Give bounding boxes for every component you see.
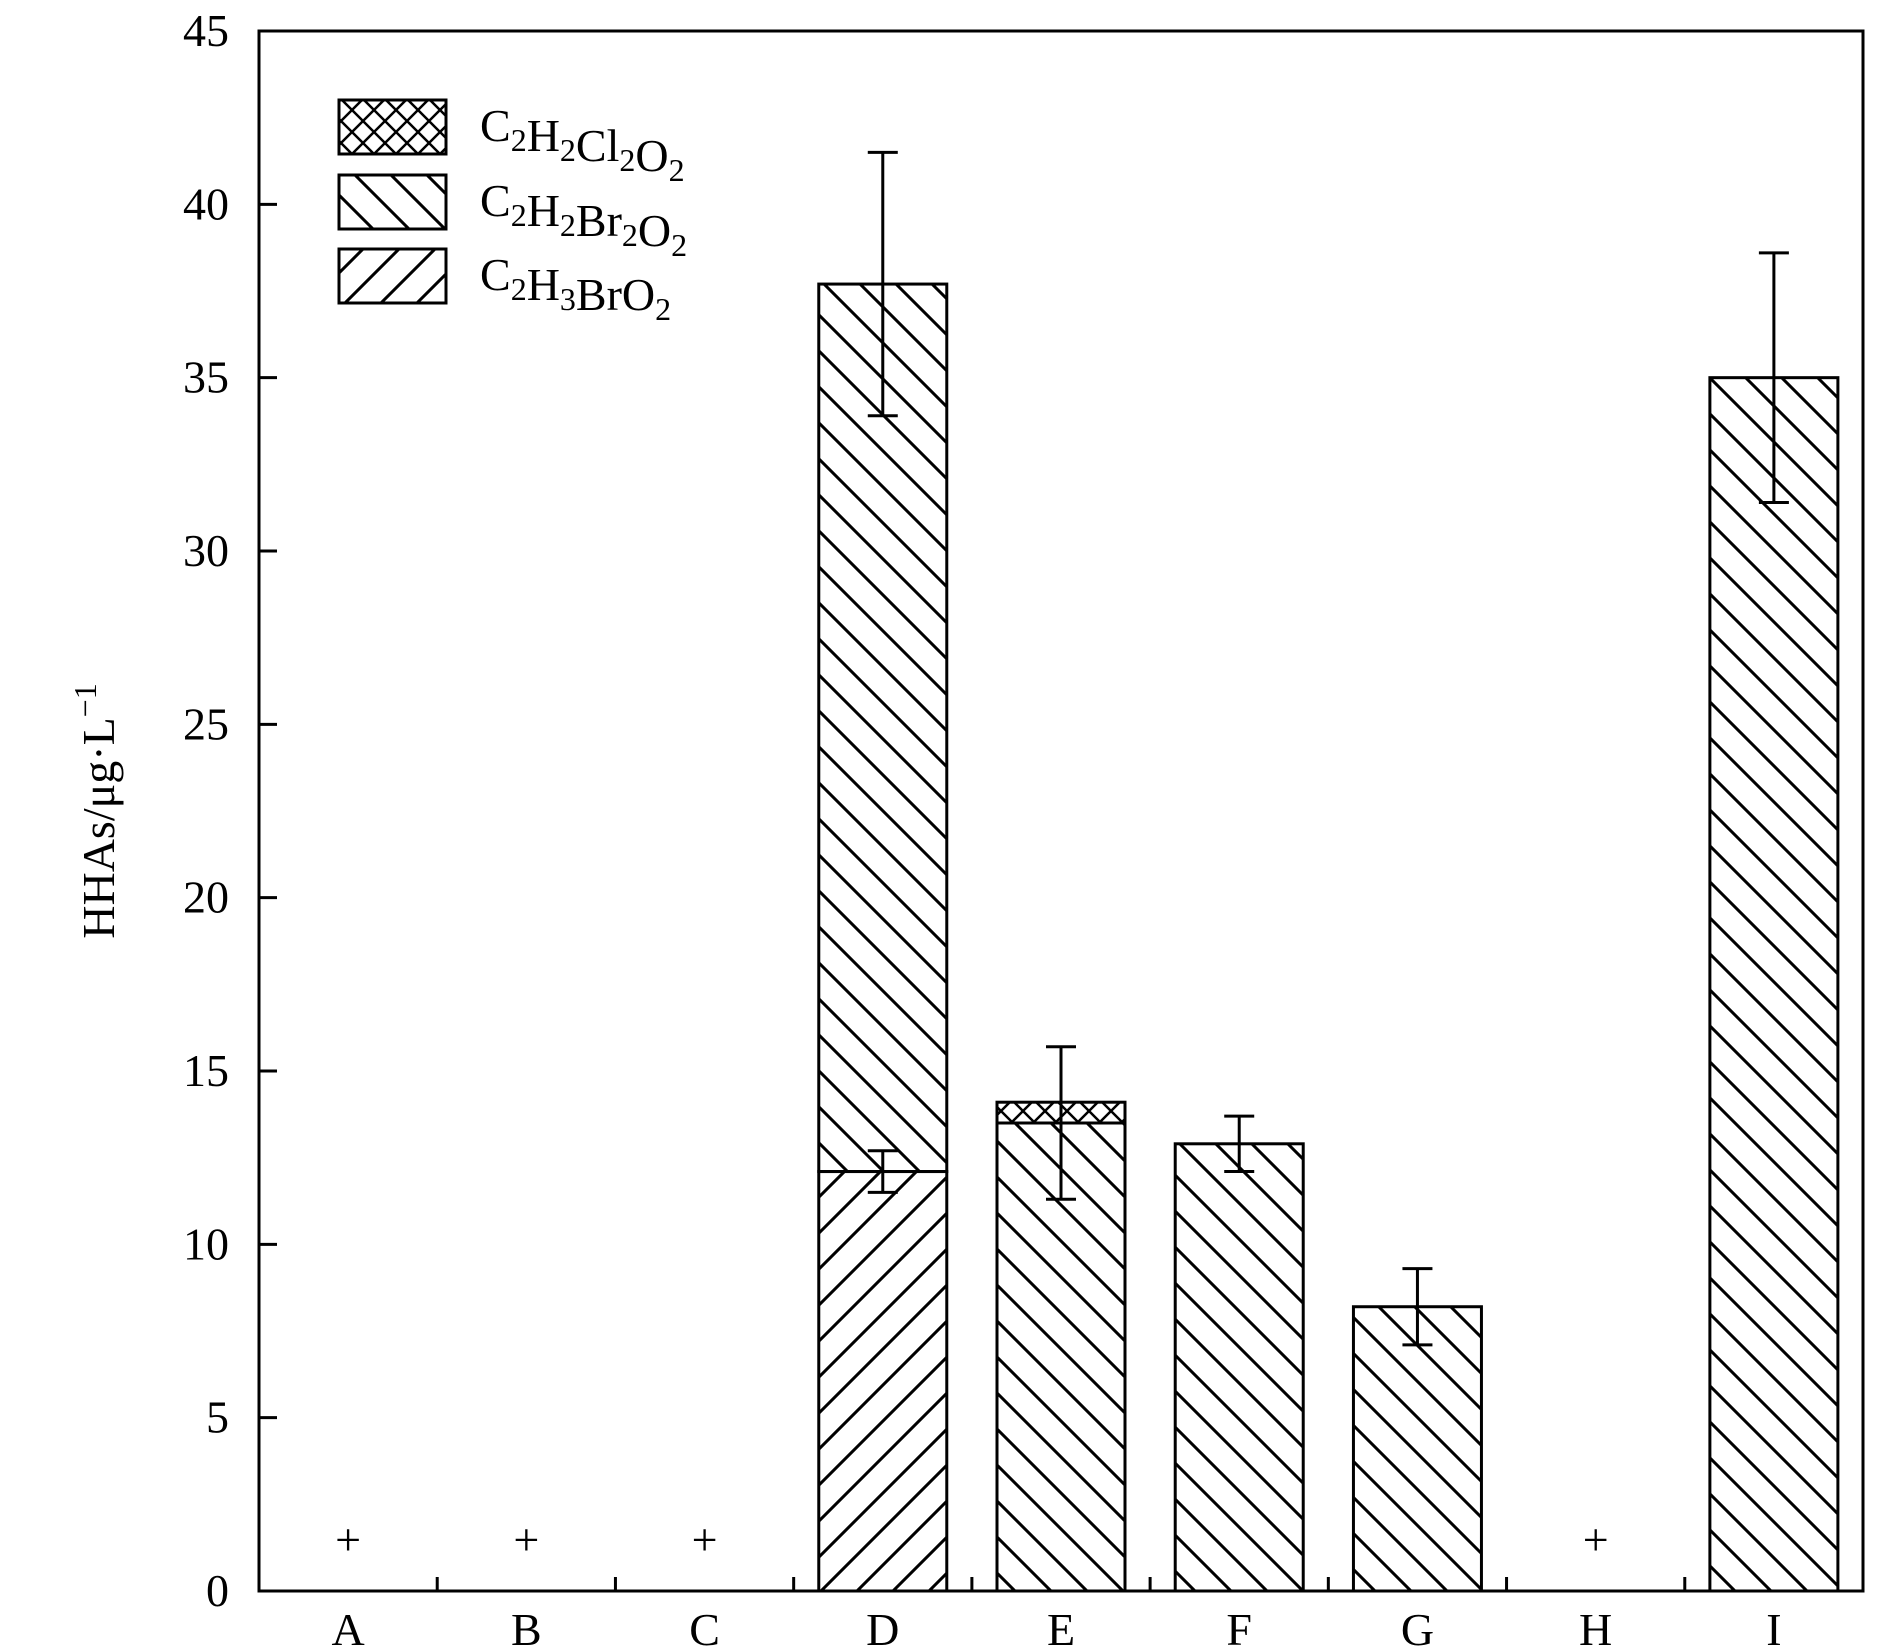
bar-E-dbr xyxy=(995,1121,1127,1593)
bar-F-dbr xyxy=(1173,1142,1305,1593)
x-tick-label-D: D xyxy=(866,1604,899,1652)
legend-label-dcl: C2H2Cl2O2 xyxy=(480,100,685,188)
y-axis-label-text: HHAs/μg·L xyxy=(73,717,124,938)
not-detected-marker-H: + xyxy=(1583,1514,1609,1565)
y-tick-label-20: 20 xyxy=(183,872,229,923)
x-tick-label-B: B xyxy=(511,1604,542,1652)
bar-D-dbr xyxy=(817,282,949,1174)
x-tick-label-H: H xyxy=(1579,1604,1612,1652)
bars-layer xyxy=(817,282,1840,1593)
x-tick-label-F: F xyxy=(1226,1604,1252,1652)
y-tick-label-40: 40 xyxy=(183,178,229,229)
y-axis-label-superscript: −1 xyxy=(67,683,103,717)
error-bar-F-dbr xyxy=(1224,1114,1255,1174)
bar-D-bro xyxy=(817,1170,949,1593)
x-tick-label-C: C xyxy=(689,1604,720,1652)
legend-swatch-dcl xyxy=(337,98,448,156)
x-axis: A B C D E F G H I xyxy=(331,1577,1782,1652)
y-tick-label-45: 45 xyxy=(183,5,229,56)
not-detected-marker-C: + xyxy=(692,1514,718,1565)
error-bar-G-dbr xyxy=(1402,1267,1433,1347)
x-tick-label-I: I xyxy=(1766,1604,1781,1652)
error-bar-I-dbr xyxy=(1758,251,1789,504)
error-bars-layer xyxy=(867,150,1789,1347)
not-detected-marker-B: + xyxy=(513,1514,539,1565)
error-bar-D-bro xyxy=(867,1149,898,1194)
y-tick-label-10: 10 xyxy=(183,1218,229,1269)
legend-label-dbr: C2H2Br2O2 xyxy=(480,175,687,263)
y-tick-label-15: 15 xyxy=(183,1045,229,1096)
y-axis: 0 5 10 15 20 25 30 35 40 45 xyxy=(183,5,277,1616)
legend-label-bro: C2H3BrO2 xyxy=(480,249,671,327)
error-bar-D-dbr xyxy=(867,150,898,418)
legend-swatch-dbr xyxy=(337,173,448,231)
y-tick-label-0: 0 xyxy=(206,1565,229,1616)
not-detected-marker-A: + xyxy=(335,1514,361,1565)
plot-frame xyxy=(257,29,1865,1593)
y-axis-label: HHAs/μg·L−1 xyxy=(67,683,124,938)
not-detected-markers-layer: + + + + xyxy=(335,1514,1609,1565)
bar-I-dbr xyxy=(1708,376,1840,1593)
legend-swatch-bro xyxy=(337,247,448,305)
error-bar-E-dbr xyxy=(1046,1045,1076,1201)
bar-G-dbr xyxy=(1351,1305,1483,1593)
y-tick-label-30: 30 xyxy=(183,525,229,576)
x-tick-label-A: A xyxy=(331,1604,364,1652)
x-tick-label-G: G xyxy=(1401,1604,1434,1652)
y-tick-label-25: 25 xyxy=(183,698,229,749)
x-tick-label-E: E xyxy=(1047,1604,1075,1652)
y-tick-label-35: 35 xyxy=(183,352,229,403)
y-tick-label-5: 5 xyxy=(206,1392,229,1443)
